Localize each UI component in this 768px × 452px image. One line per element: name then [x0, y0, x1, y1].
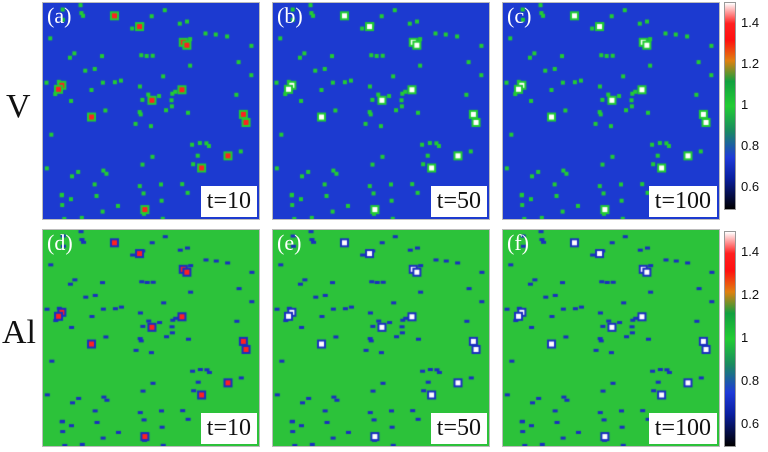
heatmap-canvas: [503, 230, 719, 446]
heatmap-canvas: [503, 3, 719, 219]
colorbar-tick: 1.4: [741, 14, 760, 30]
panel-label: (c): [507, 3, 532, 28]
heatmap-panel: (d) t=10: [42, 229, 260, 447]
colorbar-tick: 1.2: [741, 55, 760, 71]
time-label: t=100: [648, 413, 717, 444]
row-label-al: Al: [2, 314, 36, 351]
time-label: t=10: [200, 413, 257, 444]
time-label: t=10: [200, 186, 257, 217]
colorbar-top: [724, 2, 736, 210]
row-label-v: V: [6, 88, 31, 125]
heatmap-canvas: [43, 3, 259, 219]
colorbar-tick: 0.6: [741, 179, 760, 195]
heatmap-canvas: [273, 230, 489, 446]
colorbar-tick: 1.4: [741, 244, 760, 260]
heatmap-canvas: [43, 230, 259, 446]
colorbar-tick: 1: [741, 330, 749, 345]
panel-label: (b): [277, 3, 303, 28]
panel-label: (f): [507, 230, 529, 255]
panel-label: (a): [47, 3, 72, 28]
time-label: t=50: [430, 413, 487, 444]
heatmap-panel: (e) t=50: [272, 229, 490, 447]
heatmap-panel: (c) t=100: [502, 2, 720, 220]
heatmap-canvas: [273, 3, 489, 219]
panel-label: (d): [47, 230, 73, 255]
colorbar-tick: 0.6: [741, 415, 760, 431]
colorbar-tick: 0.8: [741, 138, 760, 154]
colorbar-tick: 0.8: [741, 372, 760, 388]
panel-label: (e): [277, 230, 302, 255]
heatmap-panel: (a) t=10: [42, 2, 260, 220]
colorbar-tick: 1: [741, 97, 749, 112]
heatmap-panel: (f) t=100: [502, 229, 720, 447]
colorbar-bottom: [724, 231, 736, 447]
time-label: t=50: [430, 186, 487, 217]
colorbar-tick: 1.2: [741, 287, 760, 303]
heatmap-panel: (b) t=50: [272, 2, 490, 220]
time-label: t=100: [648, 186, 717, 217]
